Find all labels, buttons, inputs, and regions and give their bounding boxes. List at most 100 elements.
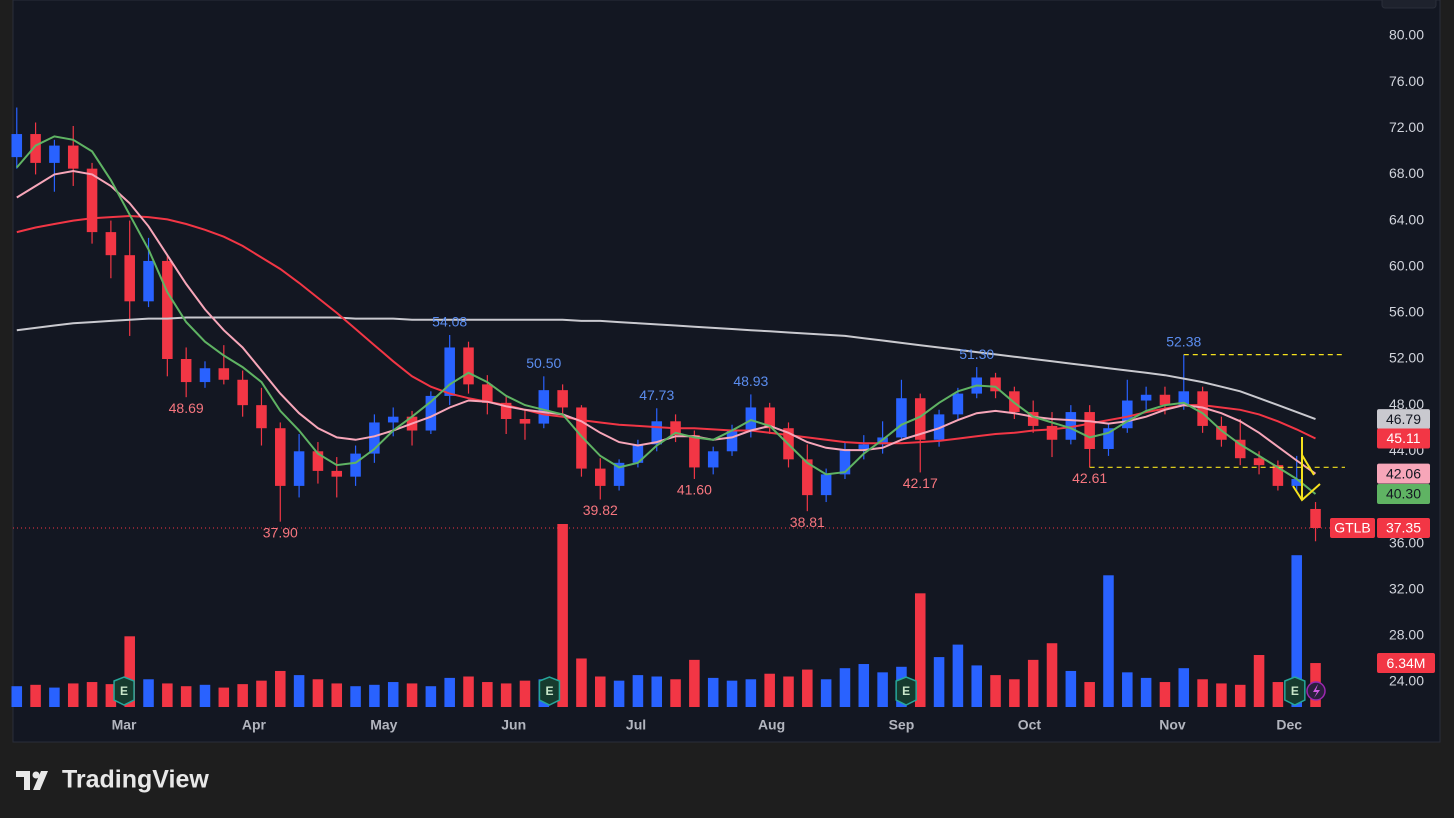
volume-bar [500,683,512,707]
y-tick-label: 56.00 [1389,304,1424,320]
x-tick-label: Oct [1018,717,1042,733]
volume-bar [1216,683,1227,707]
y-tick-label: 52.00 [1389,350,1424,366]
candle-body [30,134,41,163]
candle-body [689,435,700,468]
candle-body [1291,478,1302,486]
candle-body [594,468,606,486]
volume-bar [1159,682,1171,707]
volume-bar [1234,684,1246,707]
candle-body [143,260,154,302]
x-tick-label: Mar [112,717,137,733]
volume-bar [952,644,964,707]
price-annotation: 42.61 [1072,470,1107,486]
volume-bar [482,682,493,707]
volume-bar [256,680,267,707]
earnings-label: E [902,684,910,698]
volume-bar [406,683,418,707]
price-annotation: 37.90 [263,524,298,540]
volume-bar [1065,670,1077,707]
candle-body [105,232,117,256]
candle-body [557,390,568,408]
ma-price-box [1377,428,1430,449]
y-tick-label: 80.00 [1389,27,1424,43]
candle-body [256,405,267,429]
volume-bar [707,677,719,707]
event-icon[interactable] [1306,681,1326,701]
volume-bar [651,676,663,707]
x-tick-label: Sep [889,717,915,733]
toolbar-button[interactable] [1381,0,1437,9]
candle-body [914,398,926,440]
volume-bar [877,672,888,707]
symbol-label: GTLB [1334,520,1371,536]
volume-bar [86,682,98,707]
candle-body [1234,439,1246,459]
candle-body [1046,425,1058,440]
earnings-marker [538,676,561,706]
moving-average [16,135,1317,495]
candle-body [387,416,399,423]
price-annotation: 52.38 [1166,333,1201,349]
last-price-box [1377,518,1430,539]
volume-bar [180,686,192,707]
volume-bar [105,684,117,707]
volume-bar [914,593,926,707]
candle-layer [11,107,1321,542]
y-tick-label: 60.00 [1389,257,1424,273]
candle-body [293,451,305,486]
volume-bar [30,684,41,707]
candle-body [990,377,1001,392]
volume-bar [1027,659,1039,707]
volume-bar [1046,643,1058,707]
ma-price-box [1377,463,1430,484]
y-tick-label: 32.00 [1389,580,1424,596]
volume-bar [444,677,455,707]
y-tick-label: 68.00 [1389,165,1424,181]
arrow-down [1292,437,1321,502]
candle-body [764,407,775,429]
volume-bar [632,675,644,707]
price-annotation: 48.93 [733,373,768,389]
price-annotation: 38.81 [790,514,825,530]
candle-body [933,414,945,440]
volume-bar [613,680,625,707]
candle-body [519,418,531,424]
brand-logo: TradingView [16,766,209,794]
volume-bar [350,686,361,707]
volume-bar [1291,555,1302,707]
volume-bar [1197,679,1208,707]
moving-average [16,316,1316,421]
volume-bar [1084,682,1095,707]
volume-bar [275,670,286,707]
volume-bar [839,668,851,707]
candle-body [576,407,587,469]
candle-body [218,368,230,380]
candle-body [482,384,493,403]
candle-body [1272,465,1284,486]
volume-bar [425,686,437,707]
y-tick-label: 72.00 [1389,119,1424,135]
overlay-layer: 24.0028.0032.0036.0040.0044.0048.0052.00… [112,27,1435,733]
candle-body [1027,412,1039,426]
candle-body [1122,400,1133,429]
x-tick-label: Dec [1276,717,1302,733]
candle-body [331,470,343,477]
candle-body [1178,391,1190,406]
volume-bar [162,683,173,707]
candle-body [820,474,832,496]
volume-bar [594,676,606,707]
volume-bar [463,676,474,707]
volume-bar [387,682,399,707]
volume-bar [1122,672,1133,707]
volume-bar [971,665,982,707]
candle-body [369,422,380,454]
candle-body [651,421,663,445]
candle-body [1140,394,1152,401]
volume-bar [1103,575,1114,707]
ma-price-label: 45.11 [1387,430,1421,446]
candle-body [613,462,625,486]
volume-bar [820,679,832,707]
price-annotation: 41.60 [677,482,712,498]
